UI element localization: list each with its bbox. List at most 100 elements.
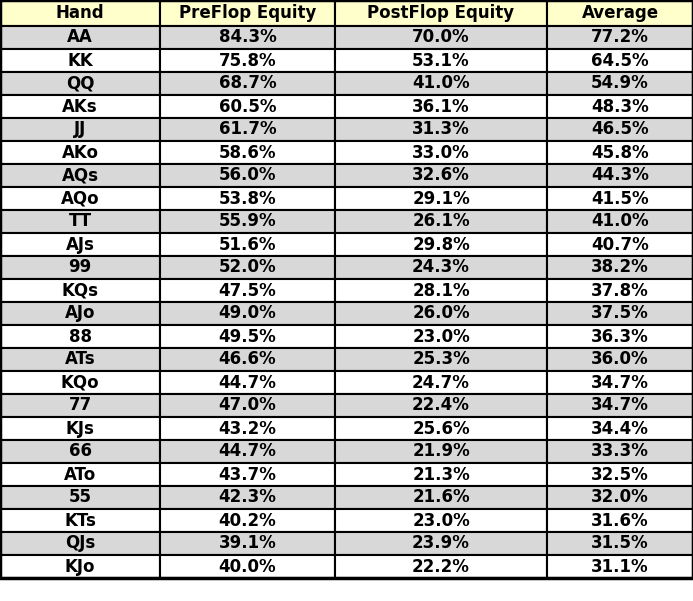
- Bar: [0, 187, 160, 210]
- Text: 66: 66: [69, 442, 91, 460]
- Bar: [547, 233, 693, 256]
- Bar: [0, 279, 160, 302]
- Bar: [335, 0, 547, 26]
- Text: 53.8%: 53.8%: [219, 189, 277, 207]
- Bar: [335, 187, 547, 210]
- Text: 37.5%: 37.5%: [591, 305, 649, 323]
- Bar: [547, 279, 693, 302]
- Bar: [547, 509, 693, 532]
- Bar: [547, 371, 693, 394]
- Text: 99: 99: [69, 258, 91, 276]
- Text: 32.6%: 32.6%: [412, 166, 470, 185]
- Text: 31.6%: 31.6%: [591, 511, 649, 529]
- Bar: [547, 440, 693, 463]
- Bar: [0, 440, 160, 463]
- Text: 40.2%: 40.2%: [218, 511, 277, 529]
- Text: 53.1%: 53.1%: [412, 52, 470, 70]
- Text: 32.5%: 32.5%: [591, 466, 649, 483]
- Text: 31.5%: 31.5%: [591, 534, 649, 552]
- Text: KTs: KTs: [64, 511, 96, 529]
- Bar: [547, 486, 693, 509]
- Bar: [160, 302, 335, 325]
- Text: Average: Average: [581, 4, 658, 22]
- Text: PostFlop Equity: PostFlop Equity: [367, 4, 515, 22]
- Bar: [0, 486, 160, 509]
- Text: 36.3%: 36.3%: [591, 328, 649, 346]
- Bar: [335, 95, 547, 118]
- Text: 41.0%: 41.0%: [591, 213, 649, 231]
- Bar: [160, 164, 335, 187]
- Text: 21.9%: 21.9%: [412, 442, 470, 460]
- Text: 22.2%: 22.2%: [412, 558, 470, 576]
- Bar: [0, 256, 160, 279]
- Bar: [335, 371, 547, 394]
- Bar: [0, 532, 160, 555]
- Text: 44.7%: 44.7%: [218, 442, 277, 460]
- Text: 43.2%: 43.2%: [218, 419, 277, 438]
- Bar: [547, 555, 693, 578]
- Bar: [160, 187, 335, 210]
- Text: 34.7%: 34.7%: [591, 373, 649, 391]
- Text: 46.6%: 46.6%: [219, 350, 277, 368]
- Text: 64.5%: 64.5%: [591, 52, 649, 70]
- Text: PreFlop Equity: PreFlop Equity: [179, 4, 316, 22]
- Text: 33.0%: 33.0%: [412, 144, 470, 162]
- Bar: [547, 164, 693, 187]
- Bar: [547, 394, 693, 417]
- Text: 28.1%: 28.1%: [412, 281, 470, 299]
- Bar: [335, 417, 547, 440]
- Bar: [0, 463, 160, 486]
- Text: 42.3%: 42.3%: [218, 489, 277, 507]
- Text: 36.1%: 36.1%: [412, 97, 470, 115]
- Bar: [335, 463, 547, 486]
- Text: 88: 88: [69, 328, 91, 346]
- Text: KQs: KQs: [62, 281, 98, 299]
- Bar: [335, 509, 547, 532]
- Text: TT: TT: [69, 213, 91, 231]
- Text: 32.0%: 32.0%: [591, 489, 649, 507]
- Text: ATo: ATo: [64, 466, 96, 483]
- Text: 33.3%: 33.3%: [591, 442, 649, 460]
- Text: 56.0%: 56.0%: [219, 166, 277, 185]
- Text: 47.0%: 47.0%: [218, 397, 277, 415]
- Text: 68.7%: 68.7%: [219, 75, 277, 93]
- Bar: [160, 233, 335, 256]
- Text: 41.0%: 41.0%: [412, 75, 470, 93]
- Text: 77.2%: 77.2%: [591, 28, 649, 46]
- Bar: [335, 394, 547, 417]
- Bar: [547, 325, 693, 348]
- Text: 34.4%: 34.4%: [591, 419, 649, 438]
- Bar: [335, 141, 547, 164]
- Bar: [160, 463, 335, 486]
- Text: Hand: Hand: [55, 4, 105, 22]
- Bar: [547, 95, 693, 118]
- Bar: [160, 440, 335, 463]
- Bar: [335, 72, 547, 95]
- Bar: [160, 325, 335, 348]
- Bar: [335, 49, 547, 72]
- Text: 31.3%: 31.3%: [412, 120, 470, 138]
- Bar: [0, 394, 160, 417]
- Text: 22.4%: 22.4%: [412, 397, 470, 415]
- Text: AQo: AQo: [61, 189, 99, 207]
- Bar: [0, 0, 160, 26]
- Bar: [335, 555, 547, 578]
- Text: 48.3%: 48.3%: [591, 97, 649, 115]
- Text: 24.3%: 24.3%: [412, 258, 470, 276]
- Text: 40.0%: 40.0%: [219, 558, 277, 576]
- Bar: [335, 302, 547, 325]
- Bar: [335, 348, 547, 371]
- Bar: [160, 348, 335, 371]
- Bar: [547, 72, 693, 95]
- Bar: [0, 371, 160, 394]
- Bar: [0, 509, 160, 532]
- Bar: [0, 302, 160, 325]
- Bar: [335, 118, 547, 141]
- Text: KQo: KQo: [61, 373, 99, 391]
- Bar: [0, 72, 160, 95]
- Bar: [335, 210, 547, 233]
- Text: 55.9%: 55.9%: [219, 213, 277, 231]
- Bar: [335, 486, 547, 509]
- Bar: [160, 371, 335, 394]
- Text: 49.0%: 49.0%: [218, 305, 277, 323]
